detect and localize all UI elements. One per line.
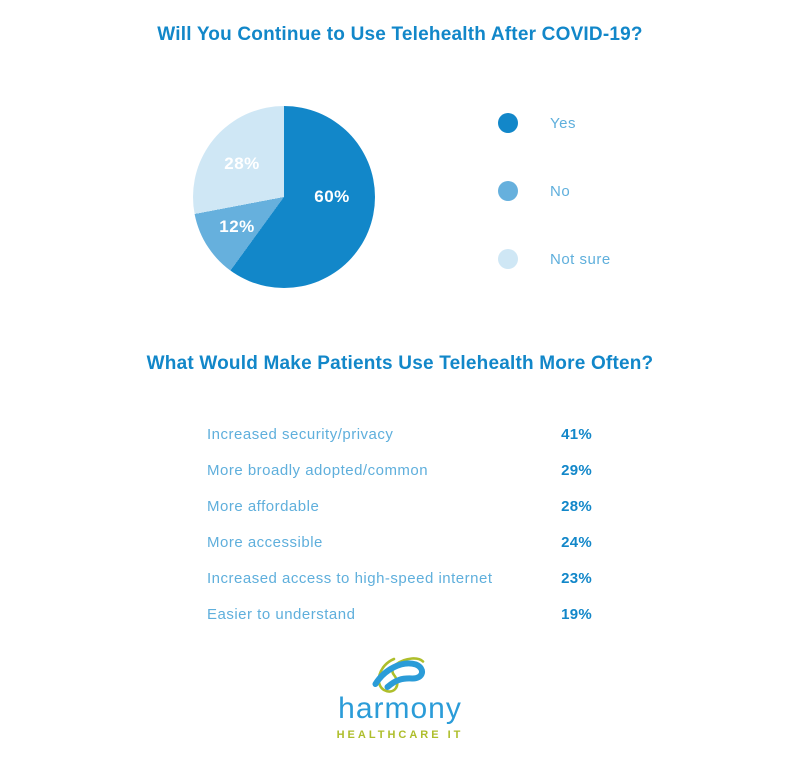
legend-item: Not sure xyxy=(498,249,611,269)
stat-value: 23% xyxy=(561,570,592,587)
legend-item: No xyxy=(498,181,611,201)
stat-row: Easier to understand 19% xyxy=(207,606,592,623)
stat-value: 41% xyxy=(561,426,592,443)
pie-chart: 60% 12% 28% xyxy=(193,106,375,288)
stat-label: Increased security/privacy xyxy=(207,426,394,443)
stats-list: Increased security/privacy 41% More broadl… xyxy=(207,426,592,623)
logo: harmony HEALTHCARE IT xyxy=(0,650,800,741)
logo-swoosh-icon xyxy=(372,657,425,693)
legend-label: Not sure xyxy=(550,250,611,268)
stats-title: What Would Make Patients Use Telehealth … xyxy=(146,353,654,374)
stat-value: 29% xyxy=(561,462,592,479)
pie-graphic xyxy=(193,106,375,288)
stat-value: 19% xyxy=(561,606,592,623)
stat-row: More broadly adopted/common 29% xyxy=(207,462,592,479)
legend-swatch-icon xyxy=(498,249,518,269)
legend-item: Yes xyxy=(498,113,611,133)
legend-swatch-icon xyxy=(498,113,518,133)
pie-chart-title: Will You Continue to Use Telehealth Afte… xyxy=(157,24,643,45)
stat-label: More broadly adopted/common xyxy=(207,462,429,479)
stat-label: More accessible xyxy=(207,534,323,551)
stat-row: More accessible 24% xyxy=(207,534,592,551)
stat-label: More affordable xyxy=(207,498,320,515)
pie-slice-label: 60% xyxy=(314,187,350,206)
pie-legend: Yes No Not sure xyxy=(498,113,611,269)
stat-row: Increased access to high-speed internet 2… xyxy=(207,570,592,587)
legend-swatch-icon xyxy=(498,181,518,201)
logo-wordmark: harmony xyxy=(338,692,462,725)
legend-label: Yes xyxy=(550,114,576,132)
legend-label: No xyxy=(550,182,571,200)
logo-subtitle: HEALTHCARE IT xyxy=(336,729,464,741)
stat-label: Easier to understand xyxy=(207,606,356,623)
stat-value: 28% xyxy=(561,498,592,515)
pie-slice-label: 28% xyxy=(224,154,260,173)
stat-value: 24% xyxy=(561,534,592,551)
pie-slice-label: 12% xyxy=(219,217,255,236)
stat-label: Increased access to high-speed internet xyxy=(207,570,493,587)
stat-row: More affordable 28% xyxy=(207,498,592,515)
stat-row: Increased security/privacy 41% xyxy=(207,426,592,443)
